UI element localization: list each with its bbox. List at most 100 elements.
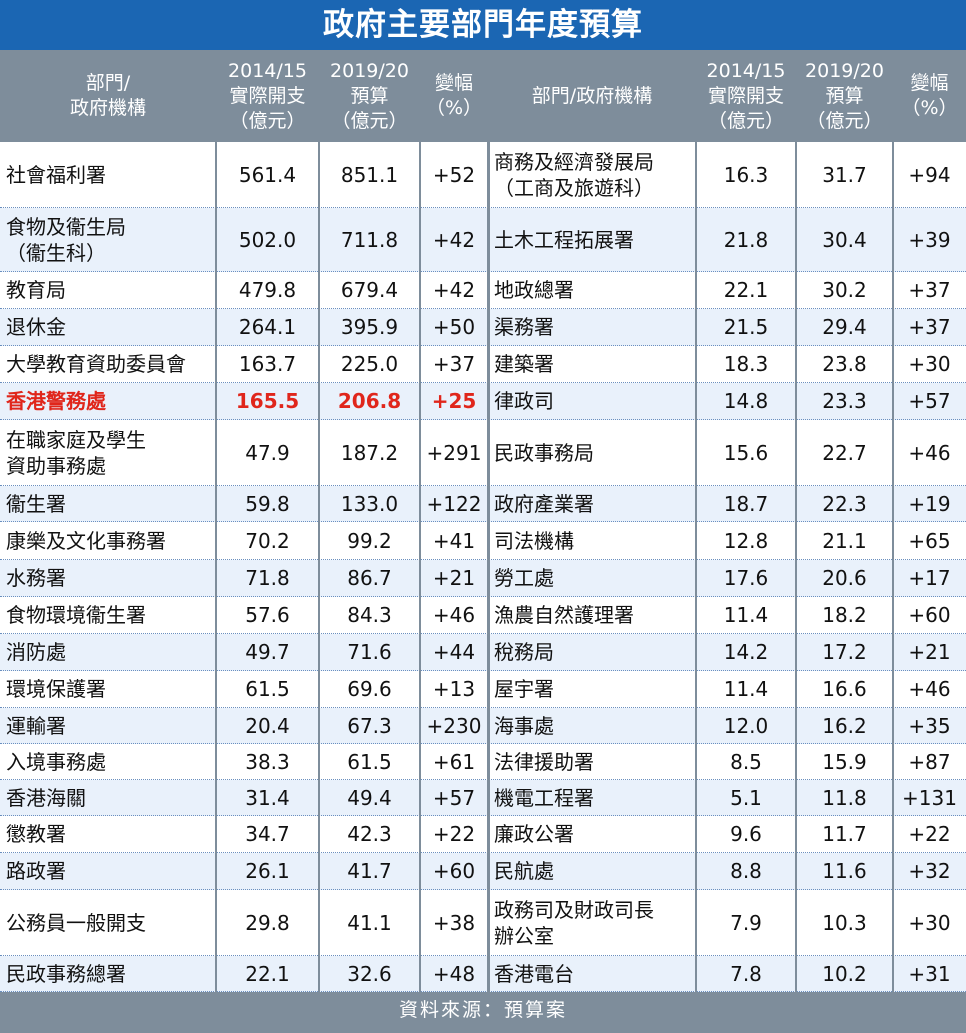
left-name-cell: 食物環境衞生署	[6, 603, 146, 627]
left-name-cell: 在職家庭及學生 資助事務處	[6, 427, 146, 478]
left-name-cell: 路政署	[6, 859, 66, 883]
right-y2014-cell: 9.6	[730, 822, 762, 846]
left-y2014-cell: 561.4	[238, 162, 297, 187]
column-divider	[419, 142, 421, 992]
right-name-cell: 廉政公署	[494, 822, 574, 846]
right-y2014-cell: 7.8	[730, 961, 762, 986]
table-row: 水務署 71.8 86.7 +21 勞工處 17.6 20.6 +17	[0, 560, 966, 597]
right-name-cell: 法律援助署	[494, 749, 594, 774]
left-y2019-cell: 711.8	[340, 227, 399, 252]
right-name-cell: 商務及經濟發展局 （工商及旅遊科）	[494, 149, 654, 200]
left-name-cell: 社會福利署	[6, 162, 106, 187]
left-change-cell: +230	[426, 713, 482, 738]
right-y2014-cell: 21.5	[723, 315, 769, 339]
right-change-cell: +30	[908, 910, 951, 935]
left-change-cell: +122	[426, 491, 482, 516]
left-y2019-cell: 679.4	[340, 278, 399, 302]
right-change-cell: +65	[908, 528, 951, 553]
right-change-cell: +30	[908, 352, 951, 376]
right-name-cell: 漁農自然護理署	[494, 603, 634, 627]
right-y2019-cell: 10.3	[822, 910, 867, 935]
right-y2019-cell: 11.7	[822, 822, 867, 846]
right-y2014-cell: 14.8	[723, 389, 769, 413]
table-row: 教育局 479.8 679.4 +42 地政總署 22.1 30.2 +37	[0, 272, 966, 309]
left-y2019-cell: 42.3	[347, 822, 392, 846]
left-y2014-cell: 59.8	[245, 491, 290, 516]
right-change-cell: +46	[908, 440, 951, 465]
right-y2014-cell: 8.5	[730, 749, 762, 774]
left-change-cell: +291	[426, 440, 482, 465]
right-name-cell: 土木工程拓展署	[494, 227, 634, 252]
table-row: 民政事務總署 22.1 32.6 +48 香港電台 7.8 10.2 +31	[0, 956, 966, 992]
left-name-cell: 運輸署	[6, 713, 66, 738]
left-name-cell: 環境保護署	[6, 677, 106, 701]
right-name-cell: 勞工處	[494, 566, 554, 590]
left-name-cell: 衞生署	[6, 491, 66, 516]
header-left-name: 部門/ 政府機構	[69, 72, 146, 119]
table-row: 路政署 26.1 41.7 +60 民航處 8.8 11.6 +32	[0, 853, 966, 890]
right-name-cell: 稅務局	[494, 640, 554, 664]
right-y2014-cell: 11.4	[723, 603, 769, 627]
left-y2014-cell: 264.1	[238, 315, 297, 339]
left-y2014-cell: 26.1	[245, 859, 290, 883]
right-y2019-cell: 22.3	[822, 491, 867, 516]
right-change-cell: +17	[908, 566, 951, 590]
right-y2014-cell: 11.4	[723, 677, 769, 701]
column-divider	[318, 142, 320, 992]
right-y2014-cell: 12.0	[723, 713, 769, 738]
left-name-cell: 水務署	[6, 566, 66, 590]
column-divider	[892, 142, 894, 992]
left-y2019-cell: 225.0	[340, 352, 399, 376]
header-right-change: 變幅 （%）	[901, 72, 958, 119]
left-y2014-cell: 479.8	[238, 278, 297, 302]
left-change-cell: +46	[432, 603, 476, 627]
right-y2019-cell: 30.4	[822, 227, 867, 252]
right-change-cell: +94	[908, 162, 951, 187]
left-change-cell: +38	[432, 910, 476, 935]
right-y2014-cell: 14.2	[723, 640, 769, 664]
table-row: 懲教署 34.7 42.3 +22 廉政公署 9.6 11.7 +22	[0, 816, 966, 853]
table-row: 入境事務處 38.3 61.5 +61 法律援助署 8.5 15.9 +87	[0, 744, 966, 780]
right-y2014-cell: 15.6	[723, 440, 769, 465]
column-divider	[795, 142, 797, 992]
left-name-cell: 教育局	[6, 278, 66, 302]
left-change-cell: +37	[432, 352, 476, 376]
right-change-cell: +37	[908, 278, 951, 302]
left-change-cell: +42	[432, 227, 476, 252]
right-change-cell: +57	[908, 389, 951, 413]
left-change-cell: +60	[432, 859, 476, 883]
right-y2019-cell: 30.2	[822, 278, 867, 302]
right-change-cell: +31	[908, 961, 951, 986]
table-row: 康樂及文化事務署 70.2 99.2 +41 司法機構 12.8 21.1 +65	[0, 522, 966, 560]
left-y2014-cell: 57.6	[245, 603, 290, 627]
left-change-cell: +48	[432, 961, 476, 986]
right-name-cell: 司法機構	[494, 528, 574, 553]
left-name-cell: 懲教署	[6, 822, 66, 846]
table-row: 環境保護署 61.5 69.6 +13 屋宇署 11.4 16.6 +46	[0, 671, 966, 708]
left-change-cell: +42	[432, 278, 476, 302]
source-note: 資料來源：預算案	[398, 999, 567, 1021]
table-row: 衞生署 59.8 133.0 +122 政府產業署 18.7 22.3 +19	[0, 486, 966, 522]
right-change-cell: +131	[902, 785, 957, 810]
right-y2014-cell: 18.3	[723, 352, 769, 376]
left-y2014-cell: 70.2	[245, 528, 290, 553]
right-change-cell: +21	[908, 640, 951, 664]
right-y2014-cell: 8.8	[730, 859, 762, 883]
right-y2019-cell: 16.2	[822, 713, 867, 738]
left-change-cell: +61	[432, 749, 476, 774]
left-name-cell: 公務員一般開支	[6, 910, 146, 935]
left-y2014-cell: 31.4	[245, 785, 290, 810]
left-change-cell: +52	[432, 162, 476, 187]
header-left-y2019: 2019/20 預算 （億元）	[330, 59, 409, 132]
right-name-cell: 民政事務局	[494, 440, 594, 465]
right-change-cell: +32	[908, 859, 951, 883]
right-y2014-cell: 17.6	[723, 566, 769, 590]
header-right-name: 部門/政府機構	[531, 84, 653, 107]
left-change-cell: +22	[432, 822, 476, 846]
right-name-cell: 香港電台	[494, 961, 574, 986]
right-change-cell: +35	[908, 713, 951, 738]
left-y2014-cell: 34.7	[245, 822, 290, 846]
left-change-cell: +57	[432, 785, 476, 810]
table-row: 食物環境衞生署 57.6 84.3 +46 漁農自然護理署 11.4 18.2 +60	[0, 597, 966, 634]
